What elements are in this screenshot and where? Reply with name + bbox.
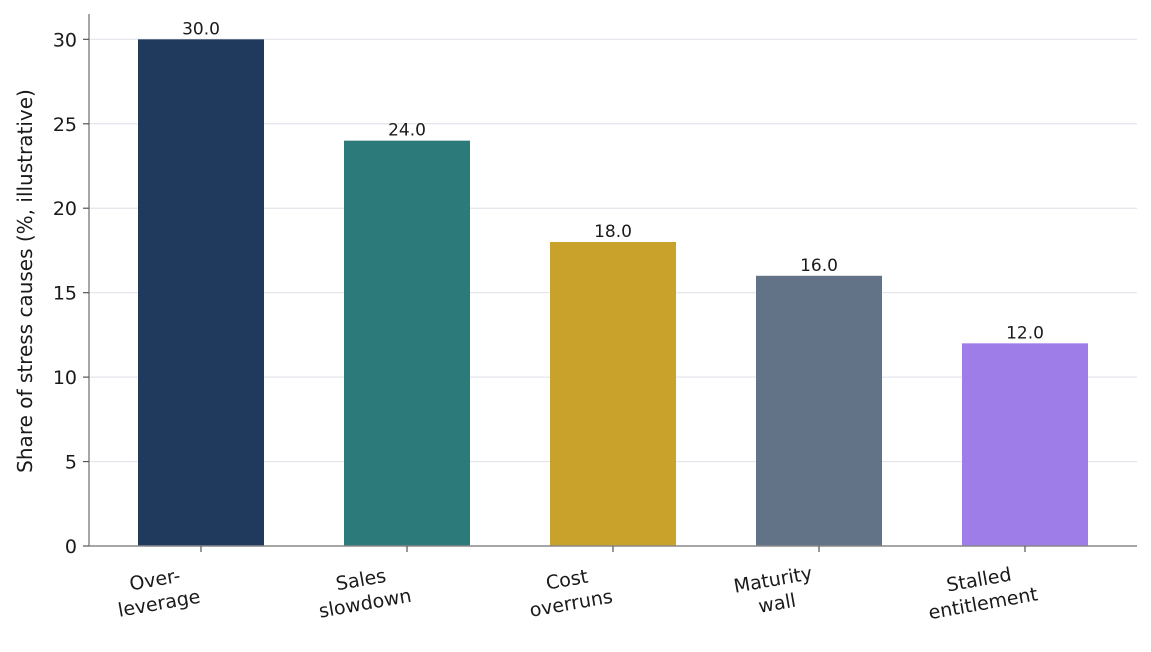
bar: [138, 39, 264, 546]
bar-value-label: 12.0: [1006, 323, 1044, 343]
y-tick-label: 30: [53, 29, 77, 51]
data-labels: 30.0 24.0 18.0 16.0 12.0: [182, 19, 1044, 343]
x-tick-label: Over-leverage: [112, 562, 202, 622]
bar-value-label: 24.0: [388, 121, 426, 141]
bar-value-label: 30.0: [182, 19, 220, 39]
x-axis: Over-leverage Salesslowdown Costoverruns Ma…: [89, 545, 1137, 625]
y-axis-title: Share of stress causes (%, illustrative): [13, 89, 37, 473]
x-tick-label: Salesslowdown: [313, 561, 413, 623]
bar-value-label: 16.0: [800, 256, 838, 276]
x-tick-label: Stalledentitlement: [923, 560, 1040, 625]
y-tick-label: 15: [53, 283, 77, 305]
bar: [550, 242, 676, 546]
y-tick-label: 0: [65, 536, 77, 558]
bars: [138, 39, 1088, 546]
bar: [344, 140, 470, 546]
bar: [756, 275, 882, 546]
x-tick-label-line: overruns: [528, 586, 614, 622]
x-tick-label-line: wall: [757, 590, 798, 618]
y-tick-label: 5: [65, 452, 77, 474]
bar: [962, 343, 1088, 546]
x-tick-label-line: leverage: [116, 586, 202, 622]
bar-value-label: 18.0: [594, 222, 632, 242]
y-tick-label: 10: [53, 367, 77, 389]
y-tick-label: 20: [53, 198, 77, 220]
x-tick-label: Maturitywall: [732, 562, 818, 621]
x-tick-label: Costoverruns: [524, 562, 615, 622]
y-tick-label: 25: [53, 114, 77, 136]
y-axis: 0 5 10 15 20 25 30: [53, 14, 90, 558]
